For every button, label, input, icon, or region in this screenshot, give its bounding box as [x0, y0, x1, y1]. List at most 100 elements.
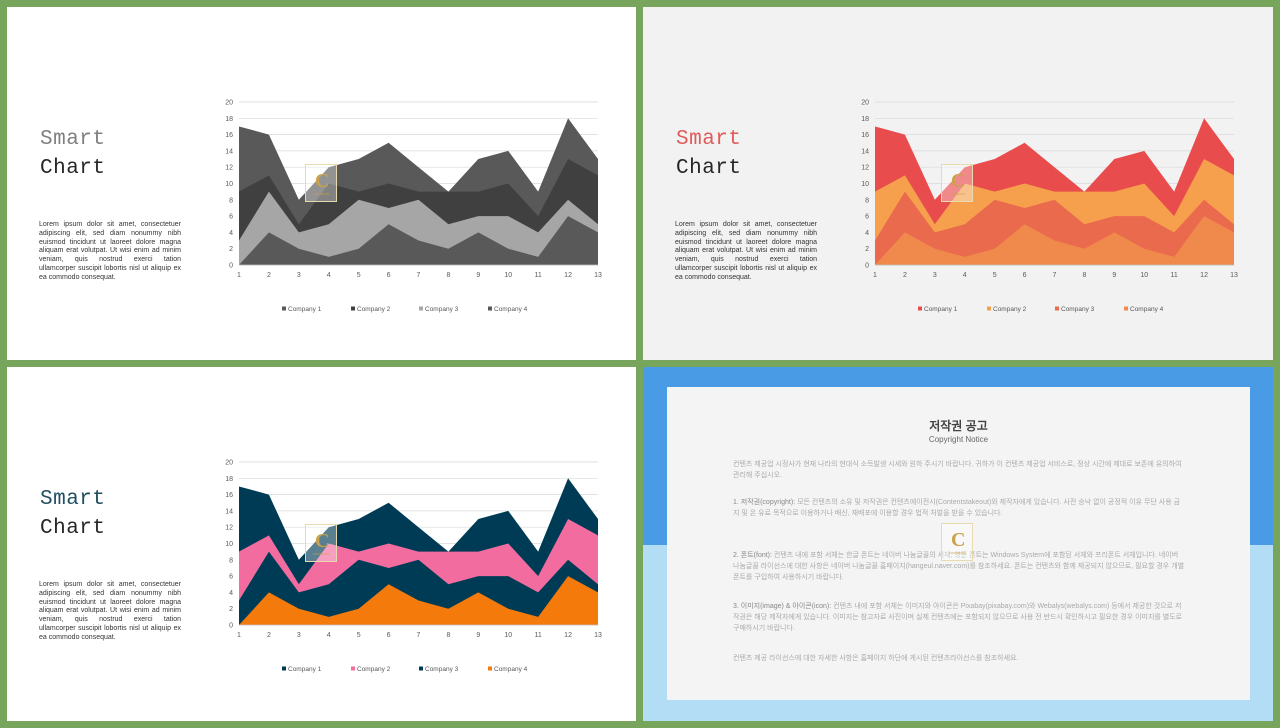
section-heading: 2. 폰트(font): — [733, 552, 772, 559]
area-series-3 — [239, 191, 598, 265]
legend-swatch — [488, 666, 492, 671]
x-tick-label: 4 — [963, 272, 967, 279]
watermark-logo: C CONTENTS — [941, 523, 973, 561]
watermark-text: CONTENTS — [948, 551, 966, 555]
x-tick-label: 8 — [446, 272, 450, 279]
notice-title: 저작권 공고 — [929, 419, 988, 433]
x-tick-label: 10 — [1140, 272, 1148, 279]
y-tick-label: 18 — [225, 476, 233, 483]
x-tick-label: 5 — [357, 272, 361, 279]
notice-intro: 컨텐츠 제공업 시정사가 현재 나라의 현대식 소득발생 시세와 원하 주시기 … — [733, 461, 1182, 479]
legend-swatch — [488, 306, 492, 311]
x-tick-label: 3 — [297, 632, 301, 639]
y-tick-label: 20 — [225, 460, 233, 467]
x-tick-label: 1 — [237, 272, 241, 279]
watermark-text: CONTENTS — [312, 552, 330, 556]
x-tick-label: 12 — [564, 272, 572, 279]
x-tick-label: 5 — [357, 632, 361, 639]
title-line-1: Smart — [40, 128, 106, 151]
section-heading: 1. 저작권(copyright): — [733, 499, 796, 506]
area-series-4 — [239, 576, 598, 625]
section-body: 컨텐츠 내에 포함 서체는 이미지와 아이콘은 Pixabay(pixabay.… — [733, 603, 1183, 632]
slide-title: Smart Chart — [40, 125, 106, 183]
title-line-2: Chart — [676, 157, 742, 180]
y-tick-label: 4 — [229, 230, 233, 237]
slide-orange-chart: Smart Chart Lorem ipsum dolor sit amet, … — [643, 7, 1273, 360]
x-tick-label: 13 — [594, 632, 602, 639]
y-tick-label: 0 — [229, 623, 233, 630]
legend-swatch — [918, 306, 922, 311]
legend-swatch — [419, 306, 423, 311]
legend-label: Company 2 — [357, 306, 391, 313]
y-tick-label: 12 — [225, 165, 233, 172]
y-tick-label: 16 — [225, 492, 233, 499]
legend-swatch — [282, 306, 286, 311]
legend-swatch — [282, 666, 286, 671]
watermark-letter: C — [951, 529, 966, 551]
y-tick-label: 12 — [861, 165, 869, 172]
watermark-text: CONTENTS — [948, 192, 966, 196]
x-tick-label: 10 — [504, 632, 512, 639]
slide-gray-chart: Smart Chart Lorem ipsum dolor sit amet, … — [7, 7, 636, 360]
y-tick-label: 4 — [865, 230, 869, 237]
y-tick-label: 10 — [861, 181, 869, 188]
legend-label: Company 1 — [288, 306, 322, 313]
y-tick-label: 10 — [225, 541, 233, 548]
x-tick-label: 1 — [237, 632, 241, 639]
y-tick-label: 0 — [865, 263, 869, 270]
section-body: 컨텐츠 내에 포함 서체는 한글 폰트는 네이버 나눔글꼴의 서체, 영문 폰트… — [733, 552, 1185, 581]
y-tick-label: 2 — [229, 606, 233, 613]
watermark-logo: C CONTENTS — [941, 164, 973, 202]
legend-label: Company 3 — [425, 306, 459, 313]
notice-section-font: 2. 폰트(font): 컨텐츠 내에 포함 서체는 한글 폰트는 네이버 나눔… — [733, 550, 1185, 583]
x-tick-label: 7 — [417, 272, 421, 279]
x-tick-label: 9 — [476, 272, 480, 279]
title-line-2: Chart — [40, 517, 106, 540]
y-tick-label: 12 — [225, 525, 233, 532]
legend-label: Company 4 — [494, 306, 528, 313]
x-tick-label: 3 — [933, 272, 937, 279]
y-tick-label: 2 — [229, 246, 233, 253]
y-tick-label: 20 — [225, 100, 233, 107]
title-line-1: Smart — [676, 128, 742, 151]
notice-card: 저작권 공고 Copyright Notice 컨텐츠 제공업 시정사가 현재 … — [667, 387, 1250, 700]
x-tick-label: 10 — [504, 272, 512, 279]
x-tick-label: 12 — [1200, 272, 1208, 279]
y-tick-label: 14 — [225, 148, 233, 155]
watermark-letter: C — [951, 170, 966, 192]
watermark-letter: C — [315, 530, 330, 552]
x-tick-label: 4 — [327, 632, 331, 639]
y-tick-label: 0 — [229, 263, 233, 270]
x-tick-label: 11 — [1171, 272, 1178, 279]
x-tick-label: 7 — [1053, 272, 1057, 279]
section-heading: 3. 이미지(image) & 아이콘(icon): — [733, 603, 832, 610]
x-tick-label: 5 — [993, 272, 997, 279]
x-tick-label: 8 — [446, 632, 450, 639]
x-tick-label: 9 — [476, 632, 480, 639]
watermark-text: CONTENTS — [312, 192, 330, 196]
x-tick-label: 9 — [1112, 272, 1116, 279]
notice-section-copyright: 1. 저작권(copyright): 모든 컨텐츠의 소유 및 저작권은 컨텐츠… — [733, 497, 1185, 519]
legend-label: Company 2 — [993, 306, 1027, 313]
y-tick-label: 14 — [225, 508, 233, 515]
x-tick-label: 6 — [387, 632, 391, 639]
legend-label: Company 2 — [357, 666, 391, 673]
x-tick-label: 6 — [1023, 272, 1027, 279]
y-tick-label: 2 — [865, 246, 869, 253]
y-tick-label: 8 — [229, 197, 233, 204]
body-text: Lorem ipsum dolor sit amet, consectetuer… — [675, 221, 817, 281]
legend-label: Company 1 — [924, 306, 958, 313]
y-tick-label: 20 — [861, 100, 869, 107]
title-line-1: Smart — [40, 488, 106, 511]
slide-title: Smart Chart — [676, 125, 742, 183]
notice-section-image: 3. 이미지(image) & 아이콘(icon): 컨텐츠 내에 포함 서체는… — [733, 601, 1185, 634]
legend-label: Company 4 — [1130, 306, 1164, 313]
y-tick-label: 4 — [229, 590, 233, 597]
area-series-4 — [239, 216, 598, 265]
y-tick-label: 8 — [865, 197, 869, 204]
x-tick-label: 3 — [297, 272, 301, 279]
x-tick-label: 11 — [535, 272, 542, 279]
x-tick-label: 8 — [1082, 272, 1086, 279]
